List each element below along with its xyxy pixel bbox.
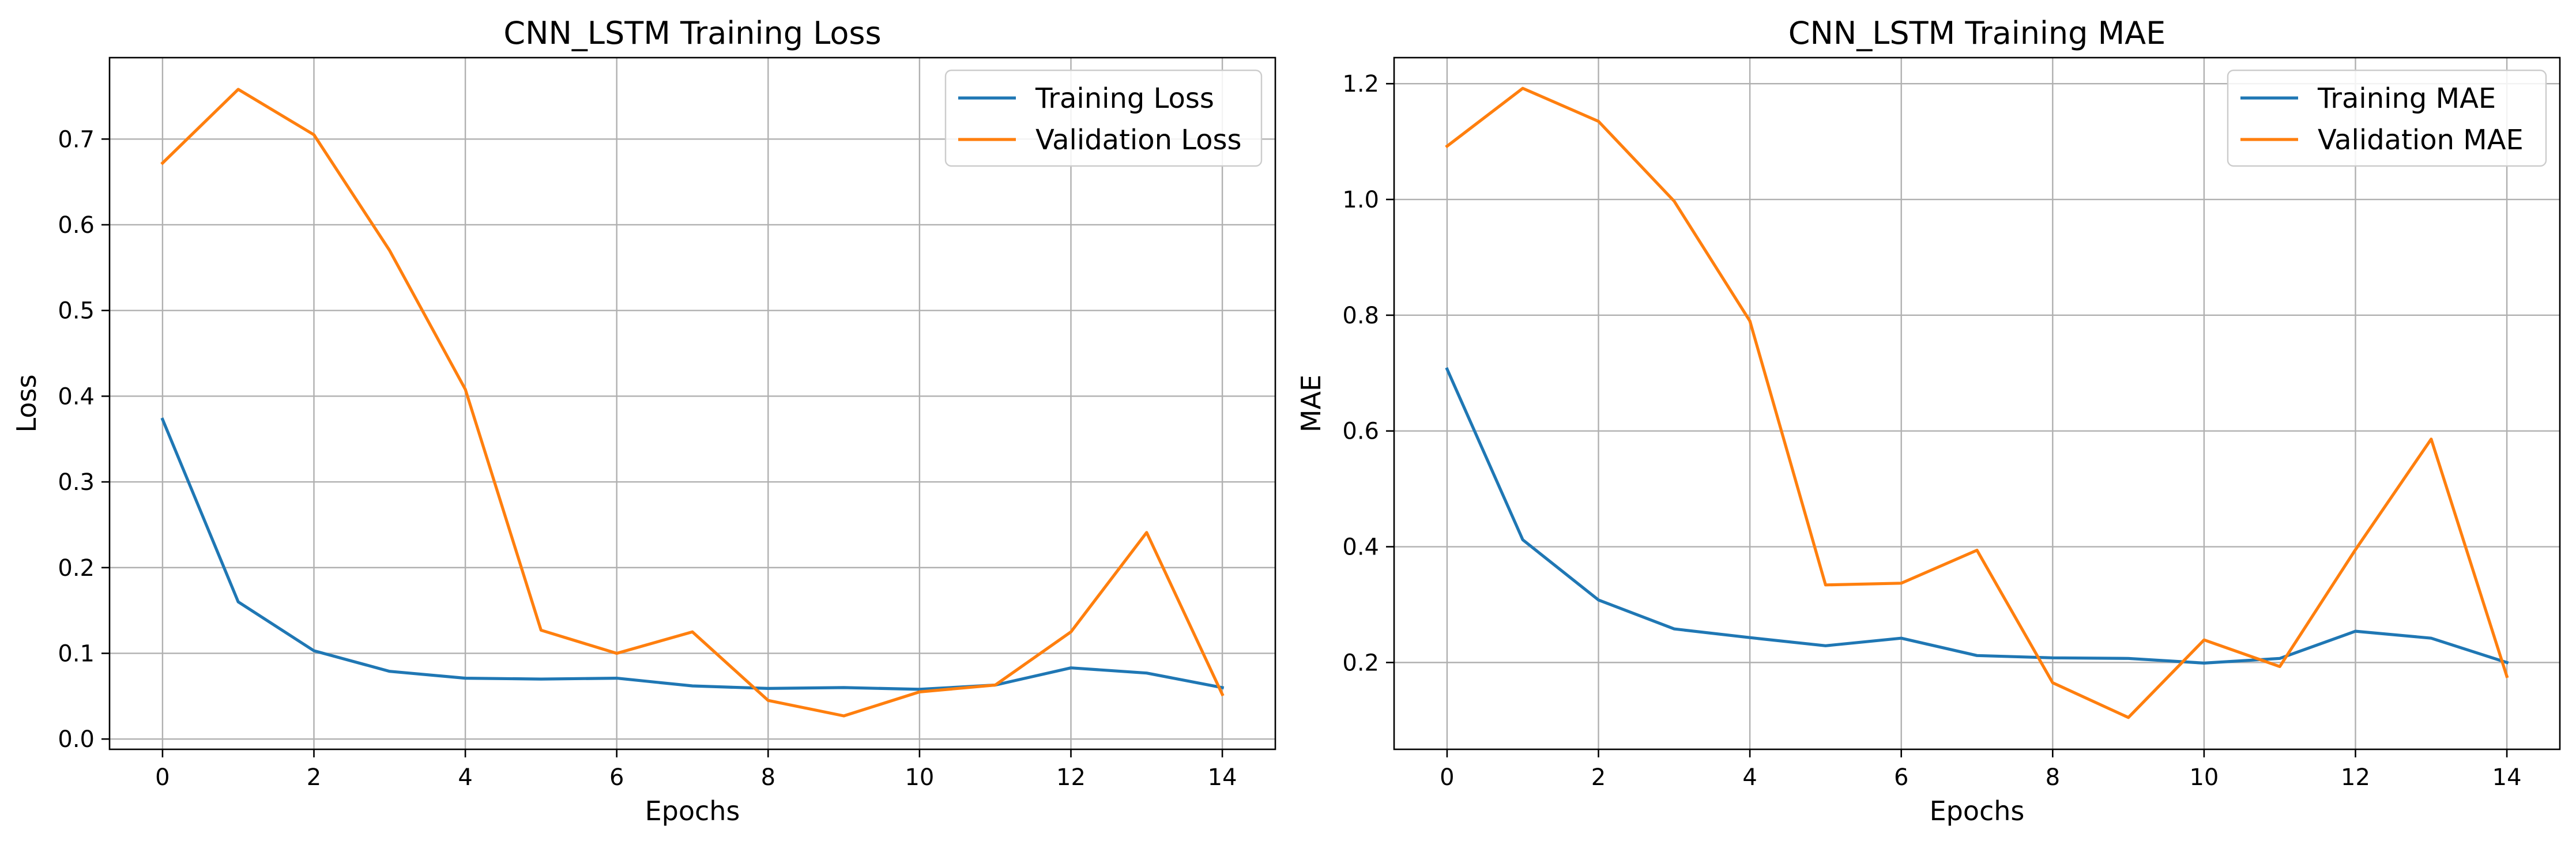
y-tick-label: 0.2 <box>58 555 95 582</box>
chart-title: CNN_LSTM Training Loss <box>503 15 881 51</box>
legend-entry-label: Training Loss <box>1035 82 1214 115</box>
y-tick-label: 1.0 <box>1342 187 1379 213</box>
series-line-validation <box>1445 86 2509 719</box>
x-tick-label: 0 <box>155 764 170 791</box>
y-tick-label: 0.6 <box>58 212 95 239</box>
series-line-training <box>1445 367 2509 665</box>
x-axis-label: Epochs <box>1930 795 2025 827</box>
series-line-training <box>160 417 1225 691</box>
legend: Training Loss Validation Loss <box>944 69 1263 167</box>
chart-panel-2: 0 2 4 6 8 10 12 14 0.2 0.4 0.6 0.8 1.0 1.2 CNN_LSTM Tr… <box>1295 15 2561 827</box>
series-line-validation <box>160 88 1225 718</box>
y-tick-label: 0.3 <box>58 469 95 496</box>
y-tick-label: 0.6 <box>1342 418 1379 445</box>
x-tick-label: 4 <box>1742 764 1757 791</box>
y-tick-label: 0.8 <box>1342 303 1379 329</box>
axes-frame <box>1393 56 2561 750</box>
x-tick-label: 2 <box>307 764 321 791</box>
x-tick-label: 12 <box>2341 764 2370 791</box>
legend-box <box>944 69 1263 167</box>
y-tick-label: 0.4 <box>1342 534 1379 561</box>
legend-entry-label: Validation Loss <box>1035 124 1242 156</box>
chart-panel-1: 0 2 4 6 8 10 12 14 0.0 0.1 0.2 0.3 0.4 0.5 0.6 0.7 CNN_L… <box>11 15 1276 827</box>
legend-entry-label: Training MAE <box>2317 82 2496 115</box>
y-tick-label: 1.2 <box>1342 71 1379 97</box>
x-tick-label: 8 <box>761 764 775 791</box>
y-tick-label: 0.0 <box>58 726 95 753</box>
y-tick-label: 0.4 <box>58 383 95 410</box>
y-tick-label: 0.5 <box>58 298 95 325</box>
chart-title: CNN_LSTM Training MAE <box>1788 15 2166 51</box>
axes-frame <box>108 56 1276 750</box>
legend-box <box>2227 69 2547 167</box>
y-tick-label: 0.2 <box>1342 650 1379 676</box>
x-tick-label: 10 <box>905 764 934 791</box>
x-tick-label: 12 <box>1056 764 1086 791</box>
x-axis-label: Epochs <box>645 795 740 827</box>
x-tick-label: 10 <box>2189 764 2219 791</box>
x-tick-label: 8 <box>2046 764 2060 791</box>
x-tick-label: 14 <box>2492 764 2522 791</box>
x-tick-label: 6 <box>1894 764 1908 791</box>
x-tick-label: 6 <box>609 764 624 791</box>
y-axis-label: Loss <box>11 375 42 433</box>
x-tick-label: 2 <box>1591 764 1606 791</box>
legend-entry-label: Validation MAE <box>2318 124 2524 156</box>
legend: Training MAE Validation MAE <box>2227 69 2547 167</box>
y-tick-label: 0.1 <box>58 640 95 667</box>
y-tick-label: 0.7 <box>58 126 95 153</box>
x-tick-label: 0 <box>1440 764 1454 791</box>
x-tick-label: 4 <box>458 764 472 791</box>
x-tick-label: 14 <box>1208 764 1237 791</box>
y-axis-label: MAE <box>1295 375 1327 432</box>
